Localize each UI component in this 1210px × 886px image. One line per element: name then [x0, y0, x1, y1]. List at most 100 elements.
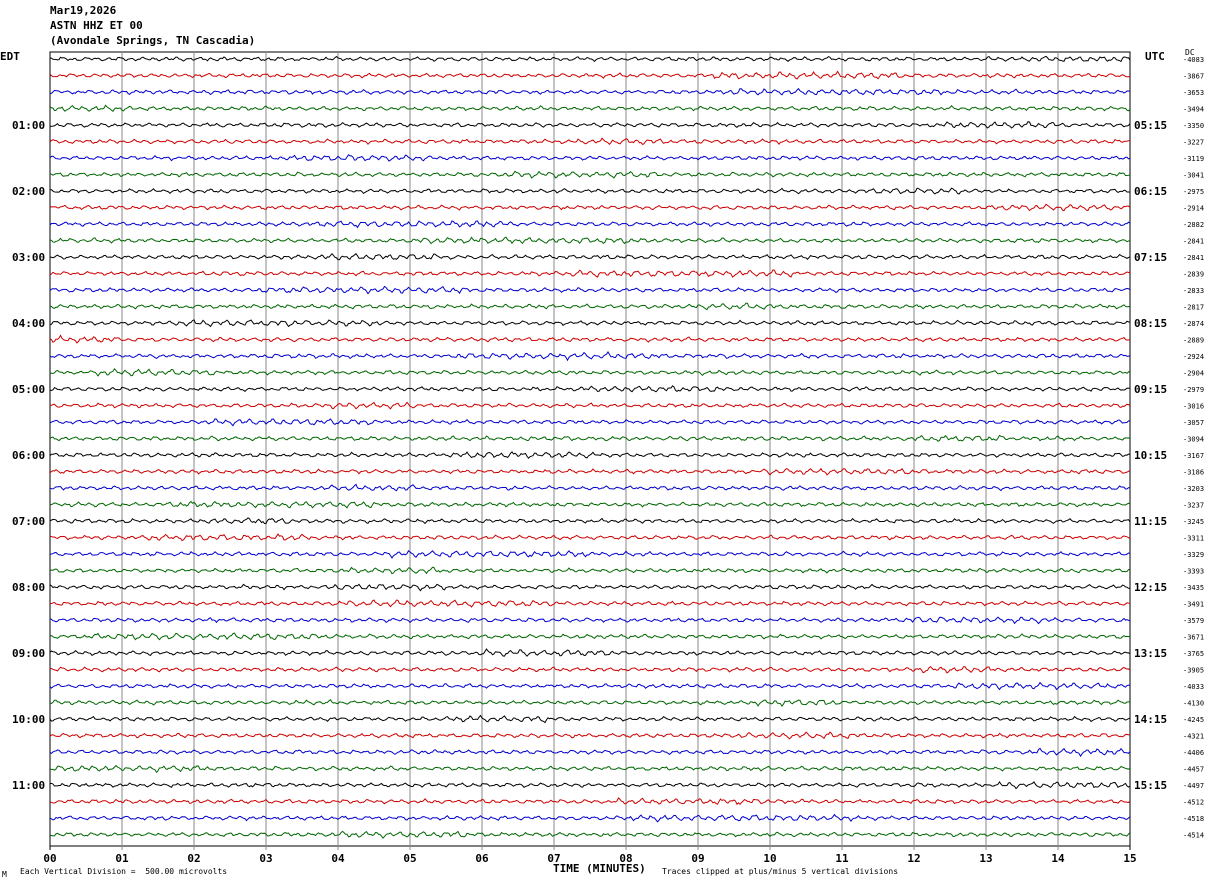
dc-offset-value: -3491 [1183, 601, 1204, 609]
left-hour-label: 01:00 [12, 119, 45, 132]
trace-row-13 [49, 252, 1131, 261]
trace-row-2 [49, 70, 1131, 80]
dc-offset-value: -4514 [1183, 832, 1204, 840]
dc-offset-value: -3329 [1183, 551, 1204, 559]
dc-offset-value: -3653 [1183, 89, 1204, 97]
dc-offset-value: -3237 [1183, 502, 1204, 510]
right-hour-label: 05:15 [1134, 119, 1167, 132]
trace-row-4 [49, 104, 1131, 112]
x-tick-label: 08 [619, 852, 632, 865]
trace-row-45 [49, 780, 1131, 790]
left-hour-label: 03:00 [12, 251, 45, 264]
trace-row-44 [49, 764, 1131, 774]
trace-row-32 [49, 566, 1131, 575]
dc-offset-value: -2839 [1183, 271, 1204, 279]
trace-row-24 [49, 434, 1131, 442]
right-hour-label: 06:15 [1134, 185, 1167, 198]
trace-row-37 [49, 648, 1131, 657]
left-hour-label: 04:00 [12, 317, 45, 330]
dc-offset-value: -3579 [1183, 617, 1204, 625]
trace-row-35 [49, 616, 1131, 625]
dc-offset-value: -3350 [1183, 122, 1204, 130]
dc-offset-value: -2914 [1183, 205, 1204, 213]
right-hour-label: 09:15 [1134, 383, 1167, 396]
right-hour-label: 07:15 [1134, 251, 1167, 264]
left-hour-label: 05:00 [12, 383, 45, 396]
dc-offset-value: -3119 [1183, 155, 1204, 163]
right-timezone-label: UTC [1145, 50, 1165, 63]
dc-offset-value: -3867 [1183, 73, 1204, 81]
trace-row-19 [49, 351, 1131, 362]
x-tick-label: 07 [547, 852, 560, 865]
right-hour-label: 15:15 [1134, 779, 1167, 792]
left-hour-label: 02:00 [12, 185, 45, 198]
dc-offset-value: -3671 [1183, 634, 1204, 642]
dc-offset-value: -2833 [1183, 287, 1204, 295]
dc-offset-value: -2979 [1183, 386, 1204, 394]
trace-row-41 [49, 714, 1131, 724]
x-axis-title: TIME (MINUTES) [553, 862, 646, 875]
trace-row-11 [49, 220, 1131, 229]
trace-row-10 [49, 203, 1131, 212]
dc-offset-value: -4033 [1183, 683, 1204, 691]
right-hour-label: 10:15 [1134, 449, 1167, 462]
trace-row-3 [49, 87, 1131, 96]
x-tick-label: 12 [907, 852, 920, 865]
trace-row-6 [49, 137, 1131, 146]
trace-row-5 [49, 121, 1131, 129]
header-station: ASTN HHZ ET 00 [50, 19, 143, 32]
trace-row-17 [49, 319, 1131, 328]
left-hour-label: 11:00 [12, 779, 45, 792]
dc-offset-value: -3494 [1183, 106, 1204, 114]
dc-offset-value: -4321 [1183, 733, 1204, 741]
dc-offset-value: -4497 [1183, 782, 1204, 790]
footer-marker: M [2, 870, 7, 879]
dc-offset-value: -3203 [1183, 485, 1204, 493]
dc-offset-value: -3041 [1183, 172, 1204, 180]
dc-offset-value: -4245 [1183, 716, 1204, 724]
grid-layer [49, 51, 1131, 850]
dc-offset-value: -2841 [1183, 238, 1204, 246]
dc-offset-value: -3227 [1183, 139, 1204, 147]
dc-offset-value: -4512 [1183, 799, 1204, 807]
dc-offset-value: -3016 [1183, 403, 1204, 411]
dc-offset-value: -2841 [1183, 254, 1204, 262]
trace-row-23 [49, 418, 1131, 427]
trace-row-43 [49, 747, 1131, 758]
dc-offset-value: -2874 [1183, 320, 1204, 328]
dc-offset-value: -3057 [1183, 419, 1204, 427]
left-hour-label: 06:00 [12, 449, 45, 462]
header-date: Mar19,2026 [50, 4, 117, 17]
x-tick-label: 06 [475, 852, 489, 865]
x-tick-label: 02 [187, 852, 200, 865]
x-tick-label: 10 [763, 852, 776, 865]
left-hour-label: 07:00 [12, 515, 45, 528]
x-tick-label: 11 [835, 852, 849, 865]
trace-row-46 [49, 797, 1131, 805]
dc-offset-value: -3435 [1183, 584, 1204, 592]
trace-row-20 [49, 367, 1131, 377]
trace-row-25 [49, 451, 1131, 460]
trace-row-31 [49, 549, 1131, 559]
dc-offset-value: -3765 [1183, 650, 1204, 658]
x-tick-label: 01 [115, 852, 129, 865]
left-hour-label: 09:00 [12, 647, 45, 660]
trace-row-22 [49, 401, 1131, 410]
trace-row-1 [49, 55, 1131, 63]
trace-row-18 [49, 334, 1131, 344]
plot-frame [49, 51, 1131, 847]
right-hour-label: 12:15 [1134, 581, 1167, 594]
trace-row-14 [49, 269, 1131, 278]
trace-row-28 [49, 500, 1131, 509]
dc-offset-value: -2817 [1183, 304, 1204, 312]
trace-row-47 [49, 813, 1131, 823]
label-layer: 00 01 02 03 04 05 06 07 08 09 10 11 12 13 14 15 -4083 -38… [12, 56, 1204, 865]
x-tick-label: 04 [331, 852, 345, 865]
trace-row-15 [49, 285, 1131, 295]
trace-row-38 [49, 665, 1131, 674]
right-hour-label: 11:15 [1134, 515, 1167, 528]
header-location: (Avondale Springs, TN Cascadia) [50, 34, 256, 47]
x-tick-label: 13 [979, 852, 992, 865]
trace-row-30 [49, 533, 1131, 542]
